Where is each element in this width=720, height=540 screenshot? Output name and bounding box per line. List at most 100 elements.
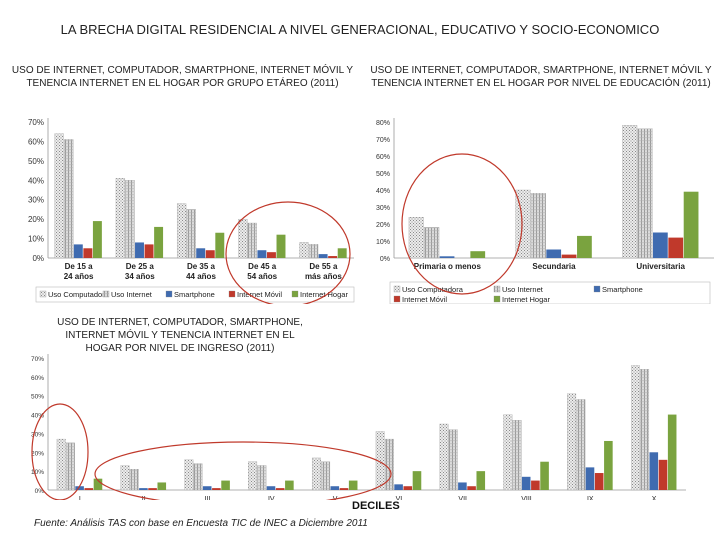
bar-uso-computadora-2 <box>184 459 194 491</box>
bar-internet-hogar-6 <box>476 471 486 490</box>
bar-smartphone-3 <box>257 250 267 258</box>
bar-uso-internet-4 <box>321 461 331 491</box>
bar-uso-internet-1 <box>530 193 546 259</box>
y-tick-label: 60% <box>376 154 390 161</box>
bar-internet-m-vil-1 <box>144 244 154 258</box>
bar-internet-m-vil-6 <box>467 486 476 490</box>
bar-uso-computadora-5 <box>375 431 385 491</box>
bar-internet-m-vil-3 <box>266 252 276 258</box>
age-chart-title: USO DE INTERNET, COMPUTADOR, SMARTPHONE,… <box>11 65 354 89</box>
bar-internet-hogar-9 <box>667 414 677 490</box>
y-tick-label: 70% <box>376 137 390 144</box>
bar-internet-hogar-8 <box>604 440 613 490</box>
y-tick-label: 40% <box>31 413 44 420</box>
bar-uso-computadora-1 <box>120 465 130 491</box>
category-label: De 55 a más años <box>305 262 342 281</box>
income-bar-chart: 0%10%20%30%40%50%60%70%I II III IV V VI VII VII… <box>31 354 686 500</box>
bar-smartphone-3 <box>266 486 276 490</box>
y-tick-label: 10% <box>376 239 390 246</box>
bar-internet-hogar-7 <box>540 461 549 490</box>
bar-internet-hogar-4 <box>337 248 347 258</box>
legend-swatch <box>165 290 173 298</box>
bar-smartphone-9 <box>649 452 659 490</box>
bar-uso-internet-0 <box>64 139 74 259</box>
bar-internet-hogar-2 <box>683 191 699 258</box>
education-chart-title: USO DE INTERNET, COMPUTADOR, SMARTPHONE,… <box>370 65 712 89</box>
bar-internet-hogar-2 <box>215 232 225 258</box>
legend-label: Internet Hogar <box>502 295 550 304</box>
y-tick-label: 30% <box>28 196 44 205</box>
highlight-circle <box>31 403 89 500</box>
bar-uso-internet-6 <box>448 429 458 491</box>
category-label: X <box>652 496 657 500</box>
y-tick-label: 0% <box>35 488 45 495</box>
legend-swatch <box>39 290 47 298</box>
bar-smartphone-4 <box>330 486 340 490</box>
bar-uso-internet-0 <box>65 442 75 491</box>
bar-uso-computadora-4 <box>299 242 309 259</box>
y-tick-label: 20% <box>28 215 44 224</box>
bar-internet-m-vil-0 <box>83 248 93 258</box>
bar-uso-internet-2 <box>193 463 203 491</box>
legend-swatch <box>102 290 110 298</box>
bar-uso-computadora-3 <box>238 218 248 259</box>
highlight-circle <box>401 153 523 295</box>
legend-label: Internet Móvil <box>237 290 282 299</box>
legend-swatch <box>593 285 601 293</box>
legend-label: Uso Computadora <box>402 285 464 294</box>
education-bar-chart: 0% 10% 20% 30% 40% 50% 60% 70% 80% Primaria o men… <box>376 118 714 304</box>
bar-uso-computadora-9 <box>630 365 640 491</box>
bar-smartphone-4 <box>318 254 328 258</box>
y-tick-label: 0% <box>380 256 390 263</box>
bar-uso-computadora-2 <box>622 125 638 259</box>
category-label: IV <box>268 496 275 500</box>
category-label: De 15 a 24 años <box>64 262 94 281</box>
y-tick-label: 60% <box>28 137 44 146</box>
y-tick-label: 40% <box>376 188 390 195</box>
bar-internet-m-vil-3 <box>275 488 285 490</box>
bar-uso-computadora-2 <box>176 203 187 259</box>
bar-smartphone-7 <box>521 476 531 490</box>
highlight-circle <box>225 201 351 304</box>
bar-internet-hogar-0 <box>93 478 103 490</box>
bar-internet-hogar-4 <box>348 480 358 490</box>
y-tick-label: 30% <box>31 431 44 438</box>
bar-uso-internet-3 <box>257 465 267 491</box>
bar-uso-internet-9 <box>640 369 650 491</box>
y-tick-label: 50% <box>31 394 44 401</box>
bar-internet-hogar-0 <box>92 221 102 258</box>
bar-internet-m-vil-1 <box>148 488 157 490</box>
bar-smartphone-0 <box>73 244 83 258</box>
income-xlabel: DECILES <box>352 500 400 512</box>
bar-internet-m-vil-9 <box>658 459 668 490</box>
bar-uso-computadora-0 <box>54 133 64 259</box>
bar-uso-computadora-4 <box>311 457 321 491</box>
category-label: IX <box>587 496 594 500</box>
legend-swatch <box>493 285 501 293</box>
category-label: Universitaria <box>636 262 685 271</box>
bar-internet-m-vil-4 <box>339 488 349 490</box>
bar-internet-hogar-1 <box>157 482 167 490</box>
bar-internet-m-vil-0 <box>84 488 94 490</box>
bar-smartphone-8 <box>585 467 595 490</box>
bar-internet-hogar-5 <box>412 471 422 490</box>
y-tick-label: 50% <box>376 171 390 178</box>
category-label: VIII <box>521 496 532 500</box>
bar-uso-computadora-8 <box>567 393 577 491</box>
bar-internet-hogar-3 <box>285 480 294 490</box>
bar-smartphone-5 <box>394 484 403 490</box>
legend-swatch <box>393 285 401 293</box>
bar-internet-m-vil-7 <box>531 480 540 490</box>
bar-uso-internet-0 <box>424 227 440 259</box>
bar-internet-hogar-2 <box>221 480 230 490</box>
bar-uso-internet-8 <box>576 399 586 491</box>
category-label: V <box>333 496 338 500</box>
bar-smartphone-2 <box>202 486 212 490</box>
bar-uso-internet-1 <box>125 180 135 259</box>
y-tick-label: 80% <box>376 120 390 127</box>
legend-swatch <box>291 290 299 298</box>
legend-swatch <box>228 290 236 298</box>
bar-smartphone-0 <box>439 256 455 258</box>
